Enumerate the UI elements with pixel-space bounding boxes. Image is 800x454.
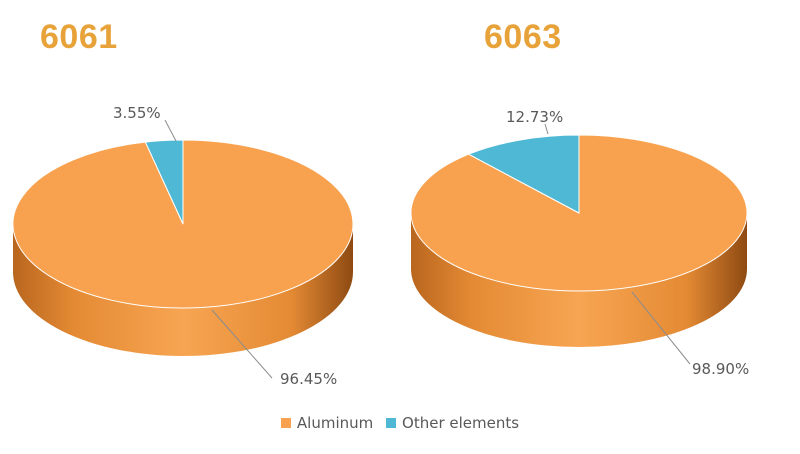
legend-swatch-aluminum bbox=[280, 418, 291, 428]
leader-line-6063-aluminum bbox=[631, 291, 691, 365]
leader-line-6061-other bbox=[164, 119, 177, 142]
legend-swatch-other-elements bbox=[386, 418, 397, 428]
legend-label-other-elements: Other elements bbox=[402, 414, 520, 432]
chart-title-6063: 6063 bbox=[484, 18, 562, 56]
legend-label-aluminum: Aluminum bbox=[296, 414, 374, 432]
data-label-6063-other: 12.73% bbox=[506, 108, 564, 126]
slice-other-6061 bbox=[144, 139, 184, 225]
leader-line-6063-other bbox=[544, 123, 549, 135]
pie-side-6061 bbox=[13, 224, 353, 356]
pie-6061 bbox=[12, 119, 354, 379]
pie-6063 bbox=[410, 123, 748, 365]
leader-line-6061-aluminum bbox=[211, 309, 273, 379]
data-label-6063-aluminum: 98.90% bbox=[692, 360, 750, 378]
legend-entry-other-elements: Other elements bbox=[386, 414, 519, 432]
slice-other-6063 bbox=[467, 134, 580, 214]
legend: Aluminum Other elements bbox=[0, 414, 800, 432]
chart-title-6061: 6061 bbox=[40, 18, 118, 56]
data-label-6061-aluminum: 96.45% bbox=[280, 370, 338, 388]
pie-side-6063 bbox=[411, 213, 747, 347]
legend-entry-aluminum: Aluminum bbox=[280, 414, 374, 432]
data-label-6061-other: 3.55% bbox=[113, 104, 161, 122]
